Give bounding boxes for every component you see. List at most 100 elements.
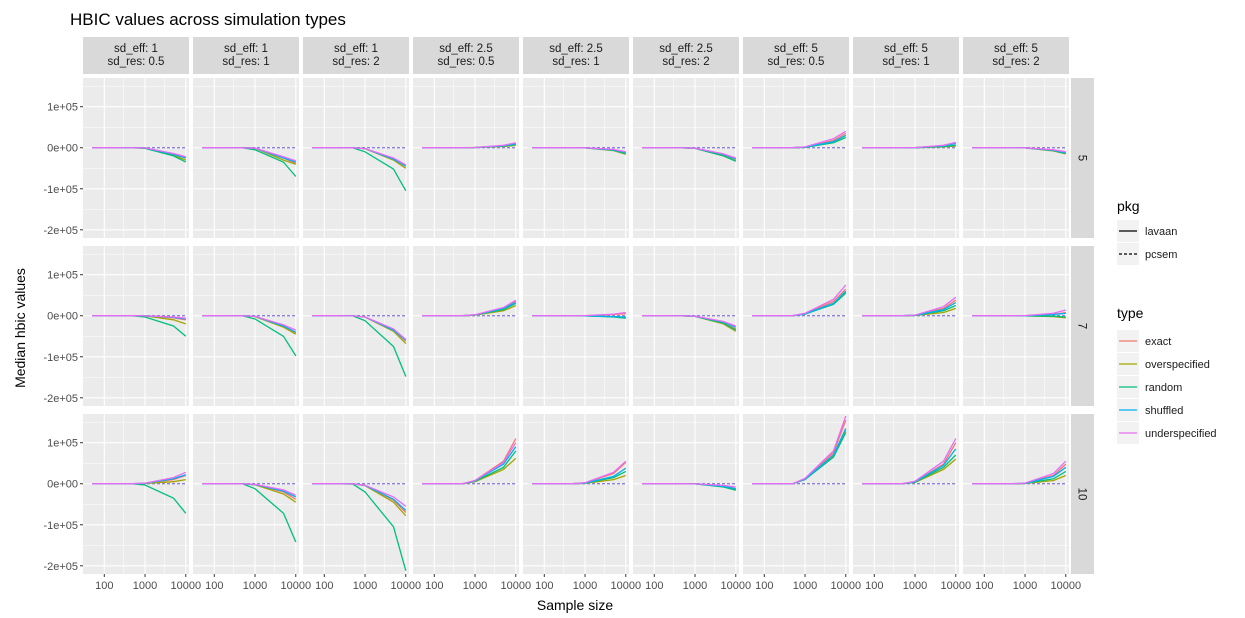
facet-panel [413, 246, 519, 406]
panel-background [523, 246, 629, 406]
y-tick-label: -2e+05 [43, 225, 78, 237]
series-line-underspecified [642, 315, 737, 327]
facet-panel: 100 1000 10000 [193, 414, 311, 592]
panel-background [523, 78, 629, 238]
x-tick-label: 100 [865, 580, 883, 592]
x-tick-label: 1000 [353, 580, 377, 592]
col-strip: sd_eff: 2.5sd_res: 1 [523, 37, 629, 74]
panel-background [633, 246, 739, 406]
col-strip-label: sd_eff: 2.5 [659, 43, 713, 55]
legend-entry-type: shuffled [1117, 399, 1183, 421]
row-strip-bg [1071, 78, 1094, 238]
legend-entry-type: underspecified [1117, 422, 1217, 444]
series-line-underspecified [532, 311, 626, 317]
col-strip-bg [633, 37, 739, 74]
col-strip: sd_eff: 2.5sd_res: 0.5 [413, 37, 519, 74]
y-tick-label: 0e+00 [47, 479, 78, 491]
series-line-underspecified [642, 147, 737, 159]
col-strip: sd_eff: 5sd_res: 0.5 [743, 37, 849, 74]
row-strip: 10 [1071, 414, 1094, 574]
series-line-underspecified [972, 309, 1066, 317]
facet-panel: 100 1000 10000 [523, 414, 641, 592]
panel-background [193, 414, 299, 574]
panel-background [743, 414, 849, 574]
facet-panel [193, 78, 299, 238]
series-line-underspecified [92, 471, 187, 485]
series-line-underspecified [92, 315, 186, 319]
facet-panel: 100 1000 10000 [963, 414, 1081, 592]
facet-panel [523, 246, 629, 406]
x-tick-label: 10000 [720, 580, 751, 592]
col-strip: sd_eff: 5sd_res: 2 [963, 37, 1069, 74]
legend-label: pcsem [1145, 249, 1177, 261]
col-strip-label: sd_res: 1 [552, 56, 599, 68]
legend-entry-pkg: pcsem [1117, 243, 1177, 265]
y-tick-label: 1e+05 [47, 270, 78, 282]
x-tick-label: 1000 [133, 580, 157, 592]
legend-key [1117, 243, 1139, 265]
series-line-underspecified [862, 141, 956, 149]
col-strip-bg [83, 37, 189, 74]
y-tick-label: -2e+05 [43, 393, 78, 405]
col-strip-bg [743, 37, 849, 74]
legend-label: underspecified [1145, 428, 1217, 440]
panel-background [963, 246, 1069, 406]
facet-panel [633, 246, 739, 406]
facet-panel [413, 78, 519, 238]
x-tick-label: 100 [645, 580, 663, 592]
facet-panel [193, 246, 299, 406]
y-tick-label: -2e+05 [43, 561, 78, 573]
col-strip-bg [193, 37, 299, 74]
facet-panel [523, 78, 629, 238]
x-tick-label: 1000 [1013, 580, 1037, 592]
x-tick-label: 10000 [170, 580, 201, 592]
x-tick-label: 10000 [500, 580, 531, 592]
x-tick-label: 100 [755, 580, 773, 592]
x-tick-label: 10000 [280, 580, 311, 592]
facet-panel: 1e+05 0e+00 -1e+05 -2e+05 [43, 78, 189, 238]
x-tick-label: 100 [535, 580, 553, 592]
facet-panel [963, 246, 1069, 406]
facet-panel: 100 1000 10000 [413, 414, 531, 592]
panel-background [743, 78, 849, 238]
legend-label: random [1145, 382, 1182, 394]
panel-background [963, 78, 1069, 238]
col-strip-bg [413, 37, 519, 74]
series-line-underspecified [532, 460, 627, 485]
chart-title: HBIC values across simulation types [70, 10, 346, 29]
series-line-underspecified [972, 147, 1066, 153]
col-strip: sd_eff: 5sd_res: 1 [853, 37, 959, 74]
col-strip-label: sd_res: 0.5 [108, 56, 165, 68]
col-strip-label: sd_eff: 2.5 [549, 43, 603, 55]
x-tick-label: 100 [425, 580, 443, 592]
facet-panel: 100 1000 10000 [853, 414, 971, 592]
panel-background [963, 414, 1069, 574]
y-tick-label: -1e+05 [43, 184, 78, 196]
legend: pkg lavaan pcsem type exact overspecified rand… [1117, 198, 1217, 444]
legend-label: exact [1145, 336, 1171, 348]
row-strip-label: 5 [1076, 155, 1088, 161]
panel-background [633, 414, 739, 574]
col-strip-label: sd_res: 2 [662, 56, 709, 68]
x-tick-label: 1000 [243, 580, 267, 592]
legend-title-pkg: pkg [1117, 198, 1140, 214]
x-tick-label: 100 [315, 580, 333, 592]
row-strip-bg [1071, 414, 1094, 574]
facet-panel [853, 246, 959, 406]
col-strip-label: sd_eff: 1 [114, 43, 158, 55]
series-line-underspecified [972, 460, 1067, 485]
legend-label: overspecified [1145, 359, 1210, 371]
col-strip-bg [523, 37, 629, 74]
facet-panel [963, 78, 1069, 238]
facet-panel: 1e+05 0e+00 -1e+05 -2e+05 100 1000 10000 [43, 414, 201, 592]
series-line-underspecified [752, 284, 847, 317]
col-strip-label: sd_res: 2 [992, 56, 1039, 68]
facet-panel [743, 246, 849, 406]
legend-title-type: type [1117, 305, 1144, 321]
facet-panel: 100 1000 10000 [303, 414, 421, 592]
facet-panel [743, 78, 849, 238]
series-line-underspecified [752, 415, 847, 485]
x-tick-label: 100 [975, 580, 993, 592]
legend-entry-type: overspecified [1117, 353, 1210, 375]
